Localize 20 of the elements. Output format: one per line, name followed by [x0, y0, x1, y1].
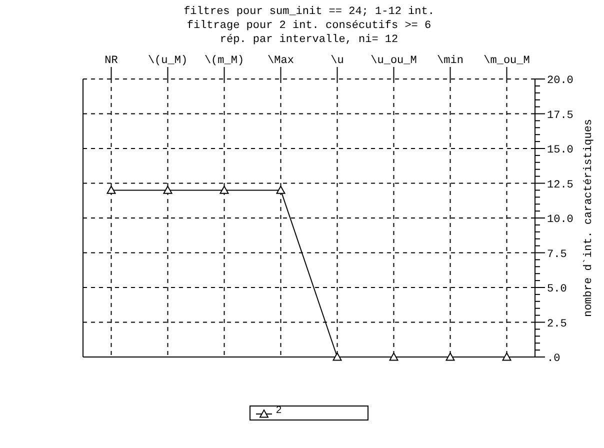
x-tick-label: \Max: [268, 55, 294, 67]
chart-subtitle: filtrage pour 2 int. consécutifs >= 6 rép. par intervalle, ni= 12: [186, 20, 432, 46]
y-tick-label: 12.5: [547, 179, 574, 192]
chart-title: filtres pour sum_init == 24; 1-12 int.: [184, 6, 434, 18]
y-tick-label: 7.5: [547, 248, 567, 261]
x-tick-label: \u: [330, 55, 344, 67]
y-tick-label: .0: [547, 353, 560, 365]
x-tick-label: \min: [437, 55, 464, 67]
x-tick-label: \(m_M): [204, 55, 244, 67]
x-tick-label: \(u_M): [148, 55, 188, 67]
y-tick-label: 15.0: [547, 144, 574, 156]
x-tick-label: \u_ou_M: [370, 55, 417, 67]
y-tick-label: 10.0: [547, 214, 574, 226]
x-tick-label: \m_ou_M: [484, 55, 530, 67]
y-tick-label: 17.5: [547, 110, 574, 122]
y-tick-label: 2.5: [547, 318, 567, 330]
x-tick-label: NR: [104, 55, 118, 67]
y-axis-title: nombre d`int. caractéristiques: [583, 118, 595, 318]
y-tick-label: 5.0: [547, 284, 567, 296]
y-tick-label: 20.0: [547, 75, 574, 87]
